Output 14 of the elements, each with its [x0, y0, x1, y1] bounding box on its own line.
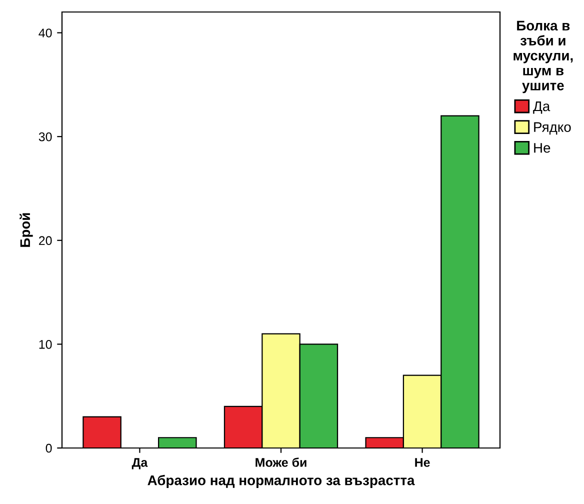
y-tick-label: 40 [38, 28, 52, 38]
y-tick-label: 0 [46, 444, 52, 453]
x-axis-title: Абразио над нормалното за възрастта [148, 474, 415, 488]
legend-label: Не [534, 143, 550, 153]
x-tick-label: Може би [256, 458, 306, 467]
legend-label: Да [533, 101, 550, 114]
legend-label: Рядко [534, 122, 571, 135]
y-tick-label: 10 [39, 340, 52, 349]
legend-title: Болка в зъби и мускули, шум в ушите [514, 20, 573, 94]
x-tick-label: Да [132, 458, 148, 470]
x-tick-label: Не [415, 458, 430, 467]
y-tick-label: 20 [39, 236, 52, 246]
y-tick-label: 30 [38, 132, 52, 142]
y-axis-title: Брой [20, 213, 33, 247]
